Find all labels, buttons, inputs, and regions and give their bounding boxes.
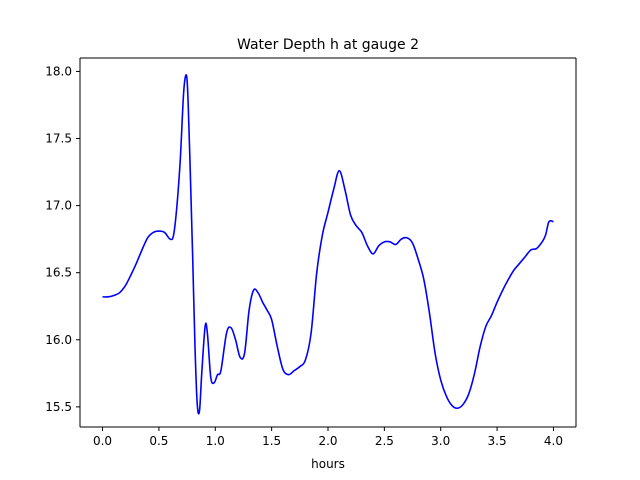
x-tick-label: 2.0 (318, 434, 337, 448)
y-tick-label: 16.0 (45, 333, 72, 347)
series-group (102, 74, 554, 415)
x-tick-label: 4.0 (544, 434, 563, 448)
plot-area (80, 58, 576, 427)
y-tick-label: 18.0 (45, 64, 72, 78)
y-tick-label: 16.5 (45, 266, 72, 280)
axis-ticks: 0.0 0.5 1.0 1.5 2.0 2.5 3.0 3.5 4.0 15.5 16.0 16.5 1… (45, 64, 563, 448)
y-tick-label: 17.0 (45, 199, 72, 213)
x-axis-label: hours (311, 457, 345, 471)
y-tick-label: 17.5 (45, 132, 72, 146)
axes-frame (79, 57, 577, 428)
y-tick-label: 15.5 (45, 400, 72, 414)
chart-title: Water Depth h at gauge 2 (237, 37, 419, 53)
x-tick-label: 0.0 (93, 434, 112, 448)
x-tick-label: 1.0 (206, 434, 225, 448)
x-tick-label: 1.5 (262, 434, 281, 448)
x-tick-label: 0.5 (149, 434, 168, 448)
x-tick-label: 3.5 (488, 434, 507, 448)
x-tick-label: 3.0 (431, 434, 450, 448)
x-tick-label: 2.5 (375, 434, 394, 448)
series-line (102, 74, 554, 415)
